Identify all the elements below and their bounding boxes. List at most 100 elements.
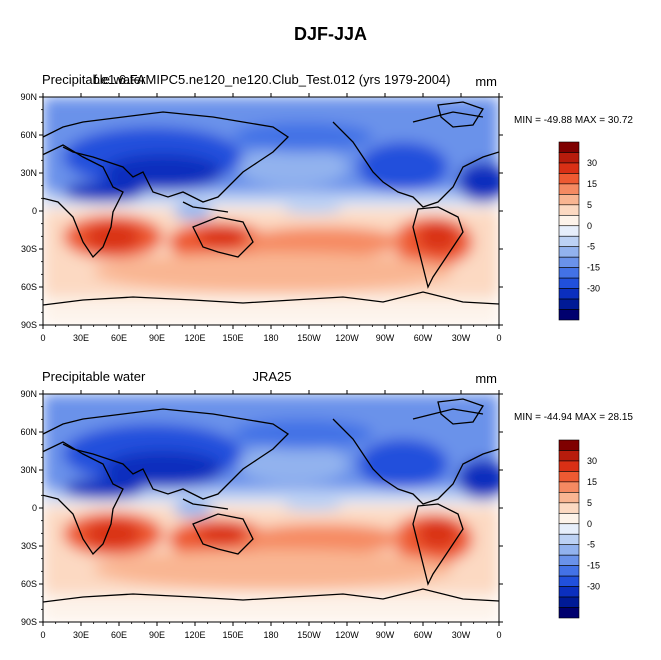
colorbar-swatch [558, 309, 580, 321]
lon-tick-label: 180 [263, 333, 278, 343]
colorbar-swatch [558, 481, 580, 493]
panel-1-map [42, 96, 500, 326]
colorbar-label: -15 [587, 263, 600, 273]
panel-1-minmax: MIN = -49.88 MAX = 30.72 [514, 115, 633, 126]
panel-1-lat-ticks: 90N 60N 30N 0 30S 60S 90S [20, 92, 503, 330]
colorbar-label: 30 [587, 158, 597, 168]
colorbar-swatch [558, 256, 580, 268]
lat-tick-label: 90S [21, 617, 37, 627]
lon-tick-label: 0 [40, 333, 45, 343]
colorbar-label: -30 [587, 284, 600, 294]
colorbar-swatch [558, 533, 580, 546]
colorbar-label: -5 [587, 242, 595, 252]
panel-1-center-title: f.e1.6.FAMIPC5.ne120_ne120.Club_Test.012… [93, 72, 450, 87]
colorbar-swatch [558, 502, 580, 514]
figure-title: DJF-JJA [293, 24, 368, 44]
coastlines [43, 101, 499, 306]
panel-2-units: mm [475, 371, 497, 386]
lon-tick-label: 90E [149, 630, 165, 640]
colorbar-swatch [558, 183, 580, 195]
colorbar-label: 30 [587, 456, 597, 466]
lon-tick-label: 120E [184, 630, 205, 640]
lon-tick-label: 90W [376, 630, 395, 640]
lat-tick-label: 90N [20, 389, 37, 399]
lon-tick-label: 120W [335, 630, 359, 640]
colorbar-swatch [558, 277, 580, 289]
colorbar-swatch [558, 439, 580, 451]
lon-tick-label: 30W [452, 333, 471, 343]
colorbar-swatch [558, 162, 580, 174]
colorbar-swatch [558, 152, 580, 164]
panel-2: Precipitable water JRA25 mm MIN = -44.94… [20, 369, 633, 640]
colorbar-swatch [558, 267, 580, 279]
colorbar-swatch [558, 492, 580, 504]
colorbar-swatch [558, 173, 580, 185]
lon-tick-label: 0 [496, 333, 501, 343]
colorbar-swatch [558, 512, 580, 525]
panel-2-lon-ticks: 0 30E 60E 90E 120E 150E 180 150W 120W 90W 60W 30W 0 [40, 390, 502, 640]
panel-1: Precipitable water f.e1.6.FAMIPC5.ne120_… [20, 72, 633, 343]
lat-tick-label: 0 [32, 503, 37, 513]
lat-tick-label: 30N [20, 465, 37, 475]
panel-2-lat-ticks: 90N 60N 30N 0 30S 60S 90S [20, 389, 503, 627]
colorbar-swatch [558, 298, 580, 310]
lat-tick-label: 60N [20, 427, 37, 437]
colorbar-label: -15 [587, 561, 600, 571]
lat-tick-label: 90S [21, 320, 37, 330]
panel-2-minmax: MIN = -44.94 MAX = 28.15 [514, 412, 633, 423]
colorbar-label: 15 [587, 179, 597, 189]
colorbar-swatch [558, 450, 580, 462]
lat-tick-label: 60S [21, 282, 37, 292]
colorbar-swatch [558, 235, 580, 248]
colorbar-swatch [558, 596, 580, 608]
panel-1-lon-ticks: 0 30E 60E 90E 120E 150E 180 150W 120W 90W 60W 30W 0 [40, 93, 502, 343]
colorbar-swatch [558, 214, 580, 227]
lat-tick-label: 30S [21, 541, 37, 551]
colorbar-swatch [558, 471, 580, 483]
lon-tick-label: 60E [111, 630, 127, 640]
lat-tick-label: 0 [32, 206, 37, 216]
colorbar-swatch [558, 565, 580, 577]
lat-tick-label: 60N [20, 130, 37, 140]
panel-1-units: mm [475, 74, 497, 89]
lat-tick-label: 30S [21, 244, 37, 254]
colorbar-swatch [558, 288, 580, 300]
colorbar-swatch [558, 460, 580, 472]
lon-tick-label: 0 [496, 630, 501, 640]
lon-tick-label: 120W [335, 333, 359, 343]
colorbar-swatch [558, 586, 580, 598]
lon-tick-label: 30W [452, 630, 471, 640]
lon-tick-label: 60E [111, 333, 127, 343]
lon-tick-label: 90E [149, 333, 165, 343]
lon-tick-label: 60W [414, 630, 433, 640]
colorbar-label: -5 [587, 540, 595, 550]
lon-tick-label: 60W [414, 333, 433, 343]
colorbar-swatch [558, 141, 580, 153]
lon-tick-label: 150W [297, 333, 321, 343]
lon-tick-label: 0 [40, 630, 45, 640]
colorbar-1: 30 15 5 0 -5 -15 -30 [558, 141, 600, 321]
colorbar-swatch [558, 607, 580, 619]
colorbar-2: 30 15 5 0 -5 -15 -30 [558, 439, 600, 619]
lon-tick-label: 30E [73, 630, 89, 640]
colorbar-swatch [558, 575, 580, 587]
colorbar-label: 5 [587, 498, 592, 508]
lat-tick-label: 30N [20, 168, 37, 178]
panel-2-center-title: JRA25 [252, 369, 291, 384]
lon-tick-label: 180 [263, 630, 278, 640]
lon-tick-label: 150E [222, 630, 243, 640]
colorbar-label: -30 [587, 582, 600, 592]
colorbar-swatch [558, 194, 580, 206]
colorbar-swatch [558, 523, 580, 535]
panel-2-map [42, 393, 500, 623]
panel-2-left-title: Precipitable water [42, 369, 146, 384]
colorbar-swatch [558, 204, 580, 216]
colorbar-swatch [558, 246, 580, 258]
colorbar-label: 5 [587, 200, 592, 210]
lon-tick-label: 150W [297, 630, 321, 640]
lat-tick-label: 90N [20, 92, 37, 102]
colorbar-label: 0 [587, 519, 592, 529]
panel-1-left-title: Precipitable water [42, 72, 146, 87]
coastlines [43, 398, 499, 603]
lon-tick-label: 90W [376, 333, 395, 343]
